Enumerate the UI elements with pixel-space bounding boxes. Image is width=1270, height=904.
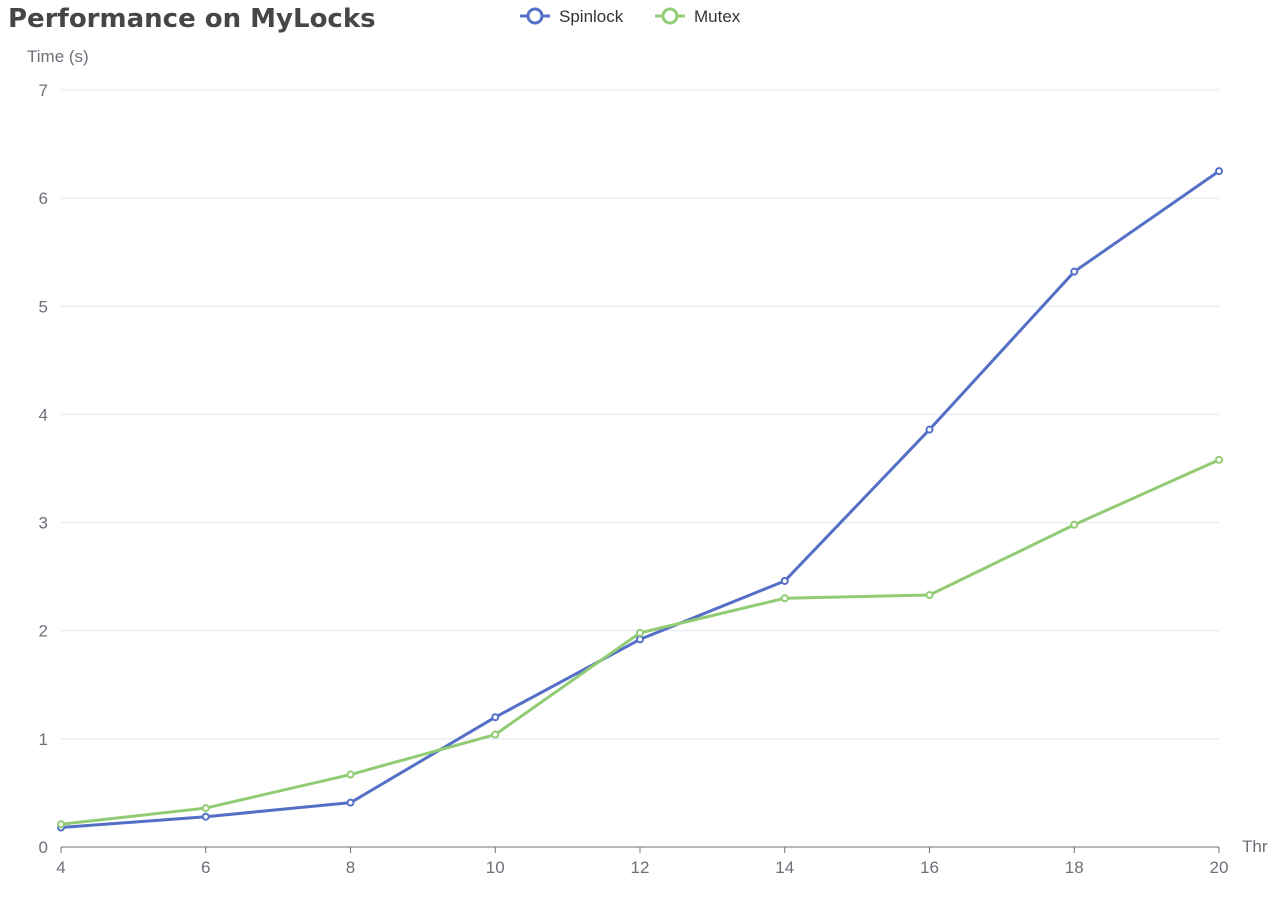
data-point[interactable] — [636, 628, 644, 637]
data-point[interactable] — [1215, 455, 1223, 464]
x-axis-label: Thr — [1242, 837, 1268, 856]
legend-label: Mutex — [694, 7, 741, 26]
y-tick-label: 6 — [39, 189, 48, 208]
data-point[interactable] — [1070, 267, 1079, 276]
y-tick-label: 2 — [39, 622, 48, 641]
y-tick-label: 1 — [39, 730, 48, 749]
data-point[interactable] — [491, 730, 500, 739]
data-point[interactable] — [780, 576, 789, 585]
data-point[interactable] — [925, 425, 934, 434]
legend-item-spinlock[interactable]: Spinlock — [520, 7, 624, 26]
x-tick-label: 14 — [775, 858, 794, 877]
data-point[interactable] — [346, 798, 355, 807]
x-tick-label: 18 — [1065, 858, 1084, 877]
y-tick-label: 3 — [39, 514, 48, 533]
x-tick-label: 6 — [201, 858, 210, 877]
legend-marker-icon — [526, 7, 544, 25]
data-point[interactable] — [780, 594, 789, 603]
y-tick-label: 4 — [39, 405, 48, 424]
series-mutex — [57, 455, 1223, 829]
y-tick-label: 0 — [39, 838, 48, 857]
legend-marker-icon — [661, 7, 679, 25]
legend: Spinlock Mutex — [520, 7, 741, 26]
x-tick-label: 12 — [631, 858, 650, 877]
data-point[interactable] — [925, 591, 934, 600]
data-point[interactable] — [491, 713, 500, 722]
data-point[interactable] — [1070, 520, 1079, 529]
x-tick-label: 10 — [486, 858, 505, 877]
legend-item-mutex[interactable]: Mutex — [655, 7, 741, 26]
x-axis: 4 6 8 10 12 14 16 18 20 — [56, 846, 1229, 877]
series-spinlock — [57, 167, 1223, 832]
data-point[interactable] — [57, 820, 65, 829]
grid-lines — [61, 89, 1219, 740]
series-line — [60, 169, 1220, 830]
x-tick-label: 4 — [56, 858, 65, 877]
x-tick-label: 20 — [1210, 858, 1229, 877]
data-point[interactable] — [201, 804, 210, 813]
data-point[interactable] — [201, 812, 210, 821]
data-point[interactable] — [636, 635, 644, 644]
y-axis-ticks: 0 1 2 3 4 5 6 7 — [39, 81, 48, 857]
legend-label: Spinlock — [559, 7, 624, 26]
y-tick-label: 5 — [39, 297, 48, 316]
y-axis-label: Time (s) — [27, 47, 89, 66]
data-point[interactable] — [1215, 167, 1223, 176]
x-tick-label: 16 — [920, 858, 939, 877]
series-group — [57, 167, 1223, 832]
chart-title: Performance on MyLocks — [8, 4, 376, 34]
y-tick-label: 7 — [39, 81, 48, 100]
x-tick-label: 8 — [346, 858, 355, 877]
data-point[interactable] — [346, 770, 355, 779]
